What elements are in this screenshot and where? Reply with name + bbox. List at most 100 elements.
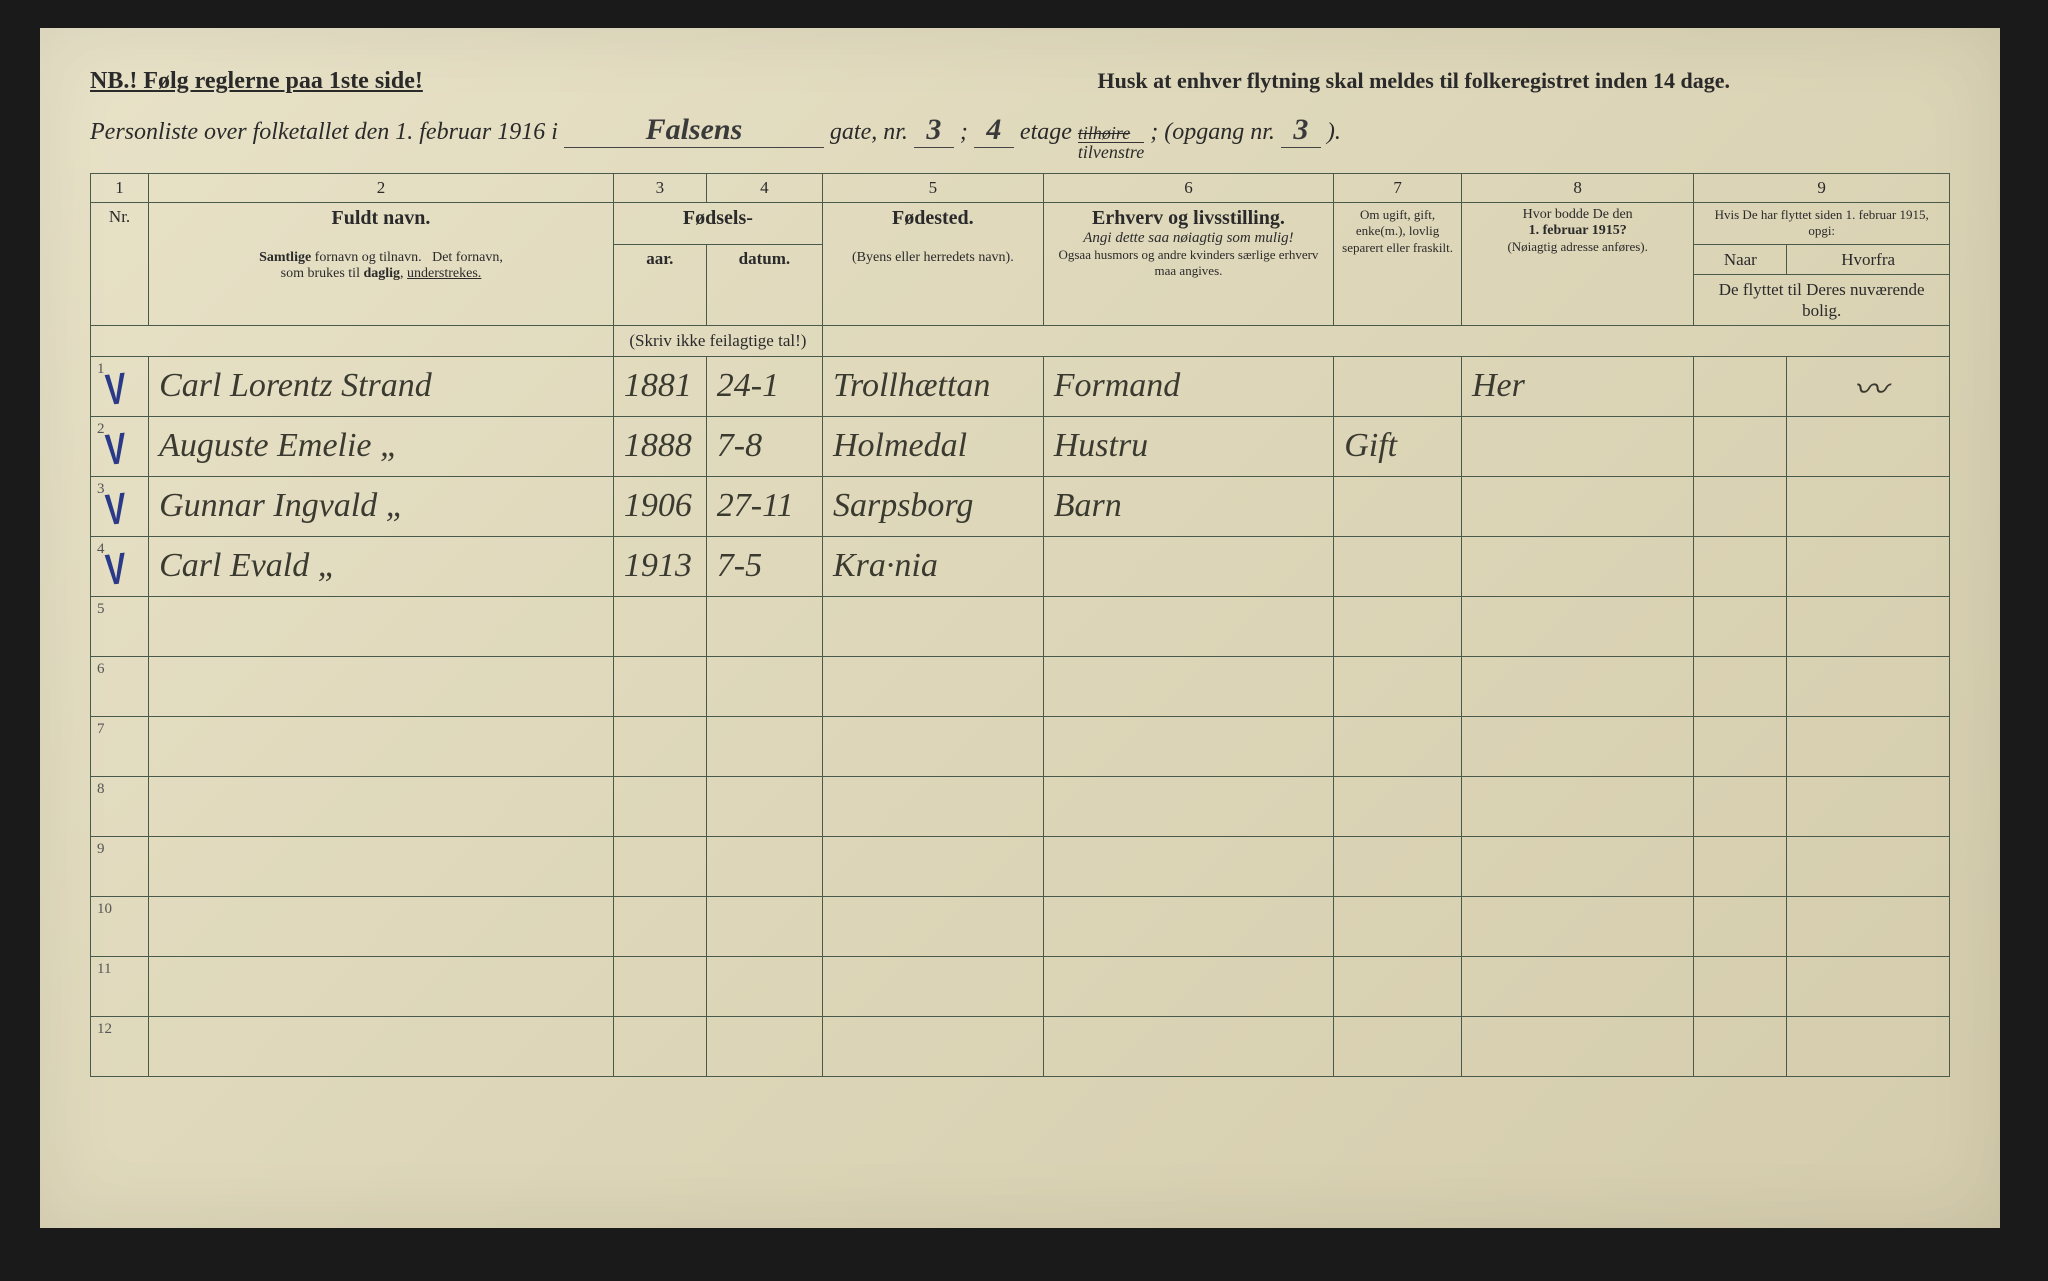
checkmark-icon: V [104,483,128,535]
row-number: 2V [91,416,149,476]
address-1915-cell [1461,896,1693,956]
hdr-navn: Fuldt navn. Samtlige fornavn og tilnavn.… [149,203,614,326]
name-cell: Auguste Emelie „ [149,416,614,476]
occupation-cell [1043,776,1333,836]
wherefrom-cell [1787,956,1950,1016]
name-cell: Carl Lorentz Strand [149,356,614,416]
wherefrom-cell [1787,716,1950,776]
table-row: 1VCarl Lorentz Strand188124-1Trollhættan… [91,356,1950,416]
name-cell [149,776,614,836]
sep2: ; [1150,119,1158,146]
address-1915-cell [1461,656,1693,716]
gate-label: gate, nr. [830,119,908,146]
wherefrom-cell [1787,656,1950,716]
address-1915-cell [1461,776,1693,836]
hdr-datum: datum. [706,244,822,326]
hdr-naar: Naar [1694,244,1787,274]
year-cell: 1906 [613,476,706,536]
birthplace-cell: Holmedal [822,416,1043,476]
colnum-1: 1 [91,174,149,203]
colnum-5: 5 [822,174,1043,203]
status-cell: Gift [1334,416,1462,476]
hdr-aar: aar. [613,244,706,326]
date-cell: 27-11 [706,476,822,536]
header-row-1: NB.! Følg reglerne paa 1ste side! Husk a… [90,68,1950,95]
date-cell [706,956,822,1016]
year-cell [613,716,706,776]
table-row: 12 [91,1016,1950,1076]
table-row: 6 [91,656,1950,716]
row-number: 5 [91,596,149,656]
etage-number: 4 [974,113,1014,148]
hdr-hvorfra: Hvorfra [1787,244,1950,274]
wherefrom-cell [1787,596,1950,656]
occupation-cell [1043,596,1333,656]
occupation-cell [1043,896,1333,956]
date-cell [706,776,822,836]
year-cell: 1888 [613,416,706,476]
date-cell [706,1016,822,1076]
when-cell [1694,896,1787,956]
row-number: 7 [91,716,149,776]
row-number: 11 [91,956,149,1016]
hdr-status: Om ugift, gift, enke(m.), lovlig separer… [1334,203,1462,326]
status-cell [1334,656,1462,716]
address-1915-cell [1461,716,1693,776]
name-cell [149,716,614,776]
occupation-cell: Formand [1043,356,1333,416]
address-1915-cell [1461,416,1693,476]
year-cell [613,1016,706,1076]
when-cell [1694,476,1787,536]
year-cell [613,956,706,1016]
hdr-1915: Hvor bodde De den 1. februar 1915? (Nøia… [1461,203,1693,326]
when-cell [1694,356,1787,416]
date-cell [706,896,822,956]
colnum-4: 4 [706,174,822,203]
wherefrom-cell [1787,476,1950,536]
date-cell: 24-1 [706,356,822,416]
occupation-cell [1043,1016,1333,1076]
when-cell [1694,716,1787,776]
when-cell [1694,656,1787,716]
table-row: 11 [91,956,1950,1016]
status-cell [1334,896,1462,956]
year-cell [613,596,706,656]
hdr-navn-sub2: som brukes til daglig, understrekes. [155,266,607,282]
occupation-cell [1043,656,1333,716]
wherefrom-cell [1787,416,1950,476]
colnum-8: 8 [1461,174,1693,203]
hdr-hvis: Hvis De har flyttet siden 1. februar 191… [1694,203,1950,245]
status-cell [1334,776,1462,836]
sep: ; [960,119,968,146]
row-number: 1V [91,356,149,416]
census-form-paper: NB.! Følg reglerne paa 1ste side! Husk a… [40,28,2000,1228]
table-row: 3VGunnar Ingvald „190627-11SarpsborgBarn [91,476,1950,536]
tilhoire-strike: tilhøire [1078,124,1144,143]
name-cell [149,896,614,956]
name-cell: Gunnar Ingvald „ [149,476,614,536]
wherefrom-cell [1787,536,1950,596]
census-table: 1 2 3 4 5 6 7 8 9 Nr. Fuldt navn. Samtli… [90,173,1950,1077]
date-cell: 7-5 [706,536,822,596]
nb-notice: NB.! Følg reglerne paa 1ste side! [90,68,423,95]
address-1915-cell [1461,1016,1693,1076]
hdr-navn-sub1: Samtlige fornavn og tilnavn. Det fornavn… [155,250,607,266]
checkmark-icon: V [104,363,128,415]
occupation-cell [1043,716,1333,776]
birthplace-cell [822,836,1043,896]
birthplace-cell [822,1016,1043,1076]
hdr-deflyttet: De flyttet til Deres nuværende bolig. [1694,274,1950,326]
year-cell [613,656,706,716]
status-cell [1334,356,1462,416]
table-body: 1VCarl Lorentz Strand188124-1Trollhættan… [91,356,1950,1076]
when-cell [1694,596,1787,656]
table-row: 8 [91,776,1950,836]
colnum-3: 3 [613,174,706,203]
occupation-cell [1043,536,1333,596]
date-cell [706,596,822,656]
wherefrom-cell: 〰 [1787,356,1950,416]
date-cell [706,716,822,776]
status-cell [1334,956,1462,1016]
hdr-navn-title: Fuldt navn. [155,207,607,230]
hdr-fodested: Fødested. (Byens eller herredets navn). [822,203,1043,326]
